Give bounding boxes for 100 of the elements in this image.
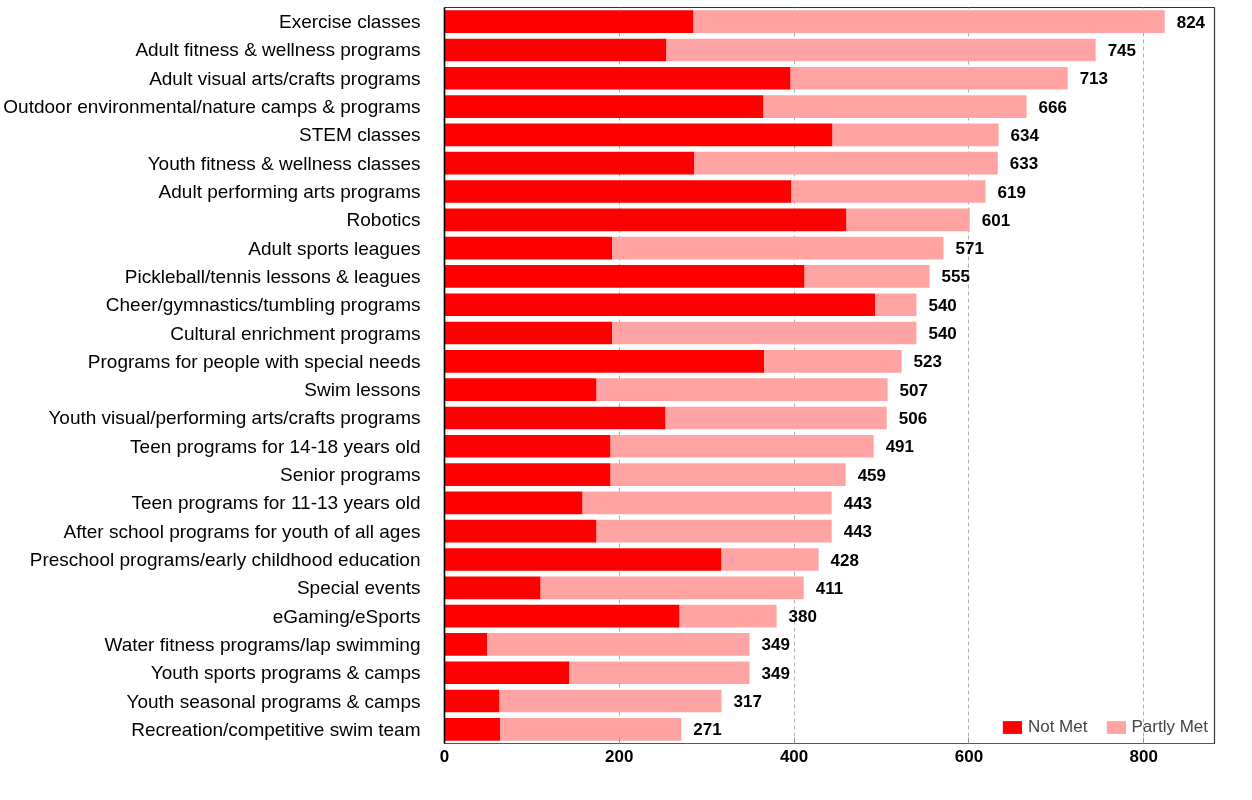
y-tick-label: Adult fitness & wellness programs [135, 39, 421, 61]
bar [804, 265, 930, 288]
bar [679, 604, 777, 628]
total-label: 507 [899, 380, 928, 400]
bar [444, 463, 611, 486]
y-tick-label: Cheer/gymnastics/tumbling programs [105, 294, 421, 316]
bar [444, 265, 805, 288]
bar [444, 38, 667, 62]
bar [444, 519, 597, 543]
bar [764, 350, 902, 373]
bar [540, 576, 804, 600]
bar [582, 491, 832, 515]
total-label: 540 [928, 324, 957, 344]
total-label: 555 [941, 267, 970, 287]
y-tick-label: eGaming/eSports [272, 605, 421, 627]
total-label: 506 [898, 408, 928, 428]
bar [499, 689, 722, 713]
total-label: 411 [815, 578, 844, 598]
y-tick-label: Swim lessons [304, 379, 421, 401]
bar [444, 293, 876, 317]
bar [444, 633, 488, 656]
y-tick-label: STEM classes [299, 124, 421, 146]
total-label: 633 [1009, 154, 1039, 174]
bar [444, 180, 792, 203]
y-tick-label: Recreation/competitive swim team [131, 718, 421, 740]
total-label: 745 [1107, 40, 1137, 60]
total-label: 349 [761, 663, 790, 683]
bar [444, 689, 500, 713]
bar [444, 661, 570, 685]
y-tick-label: Water fitness programs/lap swimming [104, 633, 421, 655]
bar [693, 10, 1165, 33]
bar [665, 406, 887, 430]
bar [444, 491, 583, 515]
bar [444, 718, 501, 741]
bar [444, 10, 694, 33]
legend-label: Not Met [1027, 717, 1088, 737]
bar [790, 66, 1068, 90]
y-tick-label: Outdoor environmental/nature camps & programs [3, 96, 421, 118]
total-label: 540 [928, 295, 957, 315]
bar [612, 321, 917, 345]
bar [444, 236, 613, 260]
total-label: 443 [843, 522, 873, 542]
y-tick-label: Youth seasonal programs & camps [126, 690, 421, 712]
bar [444, 123, 833, 147]
y-tick-label: Exercise classes [279, 11, 421, 33]
bar [444, 406, 666, 430]
bar [444, 350, 765, 373]
bar [612, 236, 944, 260]
total-label: 571 [955, 239, 984, 259]
bar [875, 293, 917, 317]
bar [444, 576, 541, 600]
bar [569, 661, 750, 685]
y-tick-label: Programs for people with special needs [87, 350, 421, 372]
bar [610, 434, 874, 458]
x-tick-label: 0 [439, 746, 450, 766]
x-tick-label: 200 [605, 746, 634, 766]
y-tick-label: Teen programs for 11-13 years old [131, 492, 421, 514]
bar [444, 321, 613, 345]
y-tick-label: Special events [296, 577, 421, 599]
bar [791, 180, 986, 203]
bar [444, 604, 680, 628]
bar [666, 38, 1096, 62]
total-label: 619 [997, 182, 1026, 202]
bar [444, 66, 791, 90]
total-label: 634 [1010, 125, 1040, 145]
total-label: 317 [733, 692, 762, 712]
y-tick-label: Cultural enrichment programs [170, 322, 421, 344]
y-tick-label: After school programs for youth of all ages [63, 520, 421, 542]
bar [832, 123, 999, 147]
y-tick-label: Adult visual arts/crafts programs [149, 67, 421, 89]
y-tick-label: Youth visual/performing arts/crafts programs [48, 407, 421, 429]
total-label: 271 [693, 720, 722, 740]
bar [846, 208, 970, 232]
total-label: 428 [830, 550, 859, 570]
bar [763, 95, 1027, 118]
y-tick-label: Preschool programs/early childhood education [29, 549, 421, 570]
y-tick-label: Youth fitness & wellness classes [147, 152, 421, 174]
bar [694, 151, 998, 175]
bar [596, 519, 832, 543]
bar [721, 548, 819, 571]
total-label: 459 [857, 465, 887, 485]
bar [487, 633, 750, 656]
bar [444, 378, 597, 401]
bar [500, 718, 682, 741]
y-tick-label: Robotics [346, 209, 421, 231]
y-tick-label: Adult performing arts programs [158, 181, 421, 202]
bar [444, 95, 764, 118]
y-tick-label: Teen programs for 14-18 years old [130, 435, 421, 457]
y-tick-label: Adult sports leagues [248, 237, 421, 259]
y-tick-label: Pickleball/tennis lessons & leagues [124, 265, 421, 287]
total-label: 349 [761, 635, 790, 655]
x-tick-label: 800 [1129, 746, 1158, 766]
total-label: 443 [843, 493, 873, 513]
legend-label: Partly Met [1131, 717, 1208, 737]
x-tick-label: 400 [779, 746, 809, 766]
total-label: 491 [885, 437, 915, 457]
bar [444, 434, 611, 458]
total-label: 523 [913, 352, 942, 372]
total-label: 380 [788, 607, 817, 627]
bar [444, 151, 695, 175]
